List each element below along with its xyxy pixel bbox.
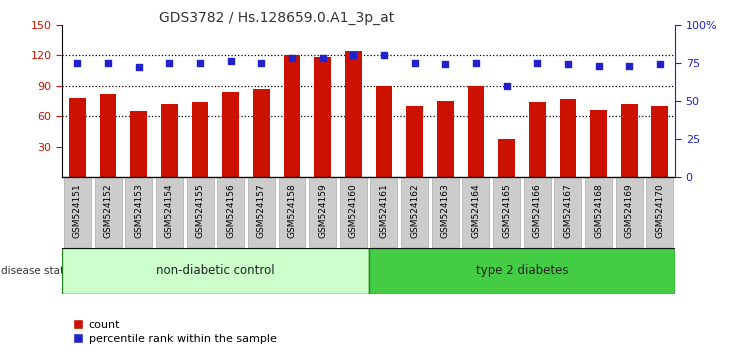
Bar [620,104,638,177]
Point [133,64,145,70]
Point [409,60,420,66]
Text: GSM524152: GSM524152 [104,184,112,238]
Text: GSM524163: GSM524163 [441,184,450,238]
FancyBboxPatch shape [310,178,336,247]
FancyBboxPatch shape [126,178,152,247]
Bar [283,55,301,177]
Bar [69,98,86,177]
Text: GSM524166: GSM524166 [533,184,542,238]
Bar [161,104,178,177]
Bar [467,86,485,177]
FancyBboxPatch shape [340,178,366,247]
Text: GSM524169: GSM524169 [625,184,634,238]
Text: disease state ▶: disease state ▶ [1,266,82,276]
FancyBboxPatch shape [585,178,612,247]
Point [531,60,543,66]
Bar [345,51,362,177]
Bar [406,106,423,177]
Bar [529,102,546,177]
FancyBboxPatch shape [279,178,305,247]
FancyBboxPatch shape [95,178,121,247]
Bar [498,139,515,177]
Point [593,63,604,69]
Text: GSM524151: GSM524151 [73,184,82,238]
Point [255,60,267,66]
FancyBboxPatch shape [64,178,91,247]
Text: GSM524165: GSM524165 [502,184,511,238]
Bar [651,106,669,177]
Text: GSM524161: GSM524161 [380,184,388,238]
Point [439,62,451,67]
FancyBboxPatch shape [432,178,458,247]
Text: GSM524164: GSM524164 [472,184,480,238]
FancyBboxPatch shape [371,178,397,247]
Point [347,52,359,58]
Bar [191,102,209,177]
FancyBboxPatch shape [616,178,642,247]
Text: GSM524167: GSM524167 [564,184,572,238]
FancyBboxPatch shape [524,178,550,247]
Point [470,60,482,66]
Text: GSM524157: GSM524157 [257,184,266,238]
Bar [559,99,577,177]
Bar [590,110,607,177]
Text: GSM524159: GSM524159 [318,184,327,238]
Point [225,58,237,64]
Bar [314,57,331,177]
Text: GDS3782 / Hs.128659.0.A1_3p_at: GDS3782 / Hs.128659.0.A1_3p_at [159,11,394,25]
Bar [222,92,239,177]
Point [654,62,666,67]
Text: GSM524156: GSM524156 [226,184,235,238]
Text: GSM524154: GSM524154 [165,184,174,238]
Bar [375,86,393,177]
Point [562,62,574,67]
Point [317,56,328,61]
Point [72,60,83,66]
FancyBboxPatch shape [187,178,213,247]
Text: GSM524158: GSM524158 [288,184,296,238]
Text: GSM524160: GSM524160 [349,184,358,238]
Point [623,63,635,69]
FancyBboxPatch shape [555,178,581,247]
Point [194,60,206,66]
FancyBboxPatch shape [493,178,520,247]
Point [378,52,390,58]
FancyBboxPatch shape [62,248,369,294]
FancyBboxPatch shape [248,178,274,247]
FancyBboxPatch shape [647,178,673,247]
Legend: count, percentile rank within the sample: count, percentile rank within the sample [68,315,281,348]
Point [286,56,298,61]
FancyBboxPatch shape [463,178,489,247]
Point [102,60,114,66]
Text: non-diabetic control: non-diabetic control [156,264,274,277]
Point [164,60,175,66]
Bar [253,89,270,177]
Text: GSM524153: GSM524153 [134,184,143,238]
Bar [437,101,454,177]
Text: GSM524168: GSM524168 [594,184,603,238]
Text: GSM524155: GSM524155 [196,184,204,238]
Bar [99,94,117,177]
FancyBboxPatch shape [218,178,244,247]
FancyBboxPatch shape [156,178,182,247]
Text: GSM524170: GSM524170 [656,184,664,238]
Bar [130,111,147,177]
Point [501,83,512,88]
FancyBboxPatch shape [369,248,675,294]
FancyBboxPatch shape [402,178,428,247]
Text: type 2 diabetes: type 2 diabetes [476,264,568,277]
Text: GSM524162: GSM524162 [410,184,419,238]
